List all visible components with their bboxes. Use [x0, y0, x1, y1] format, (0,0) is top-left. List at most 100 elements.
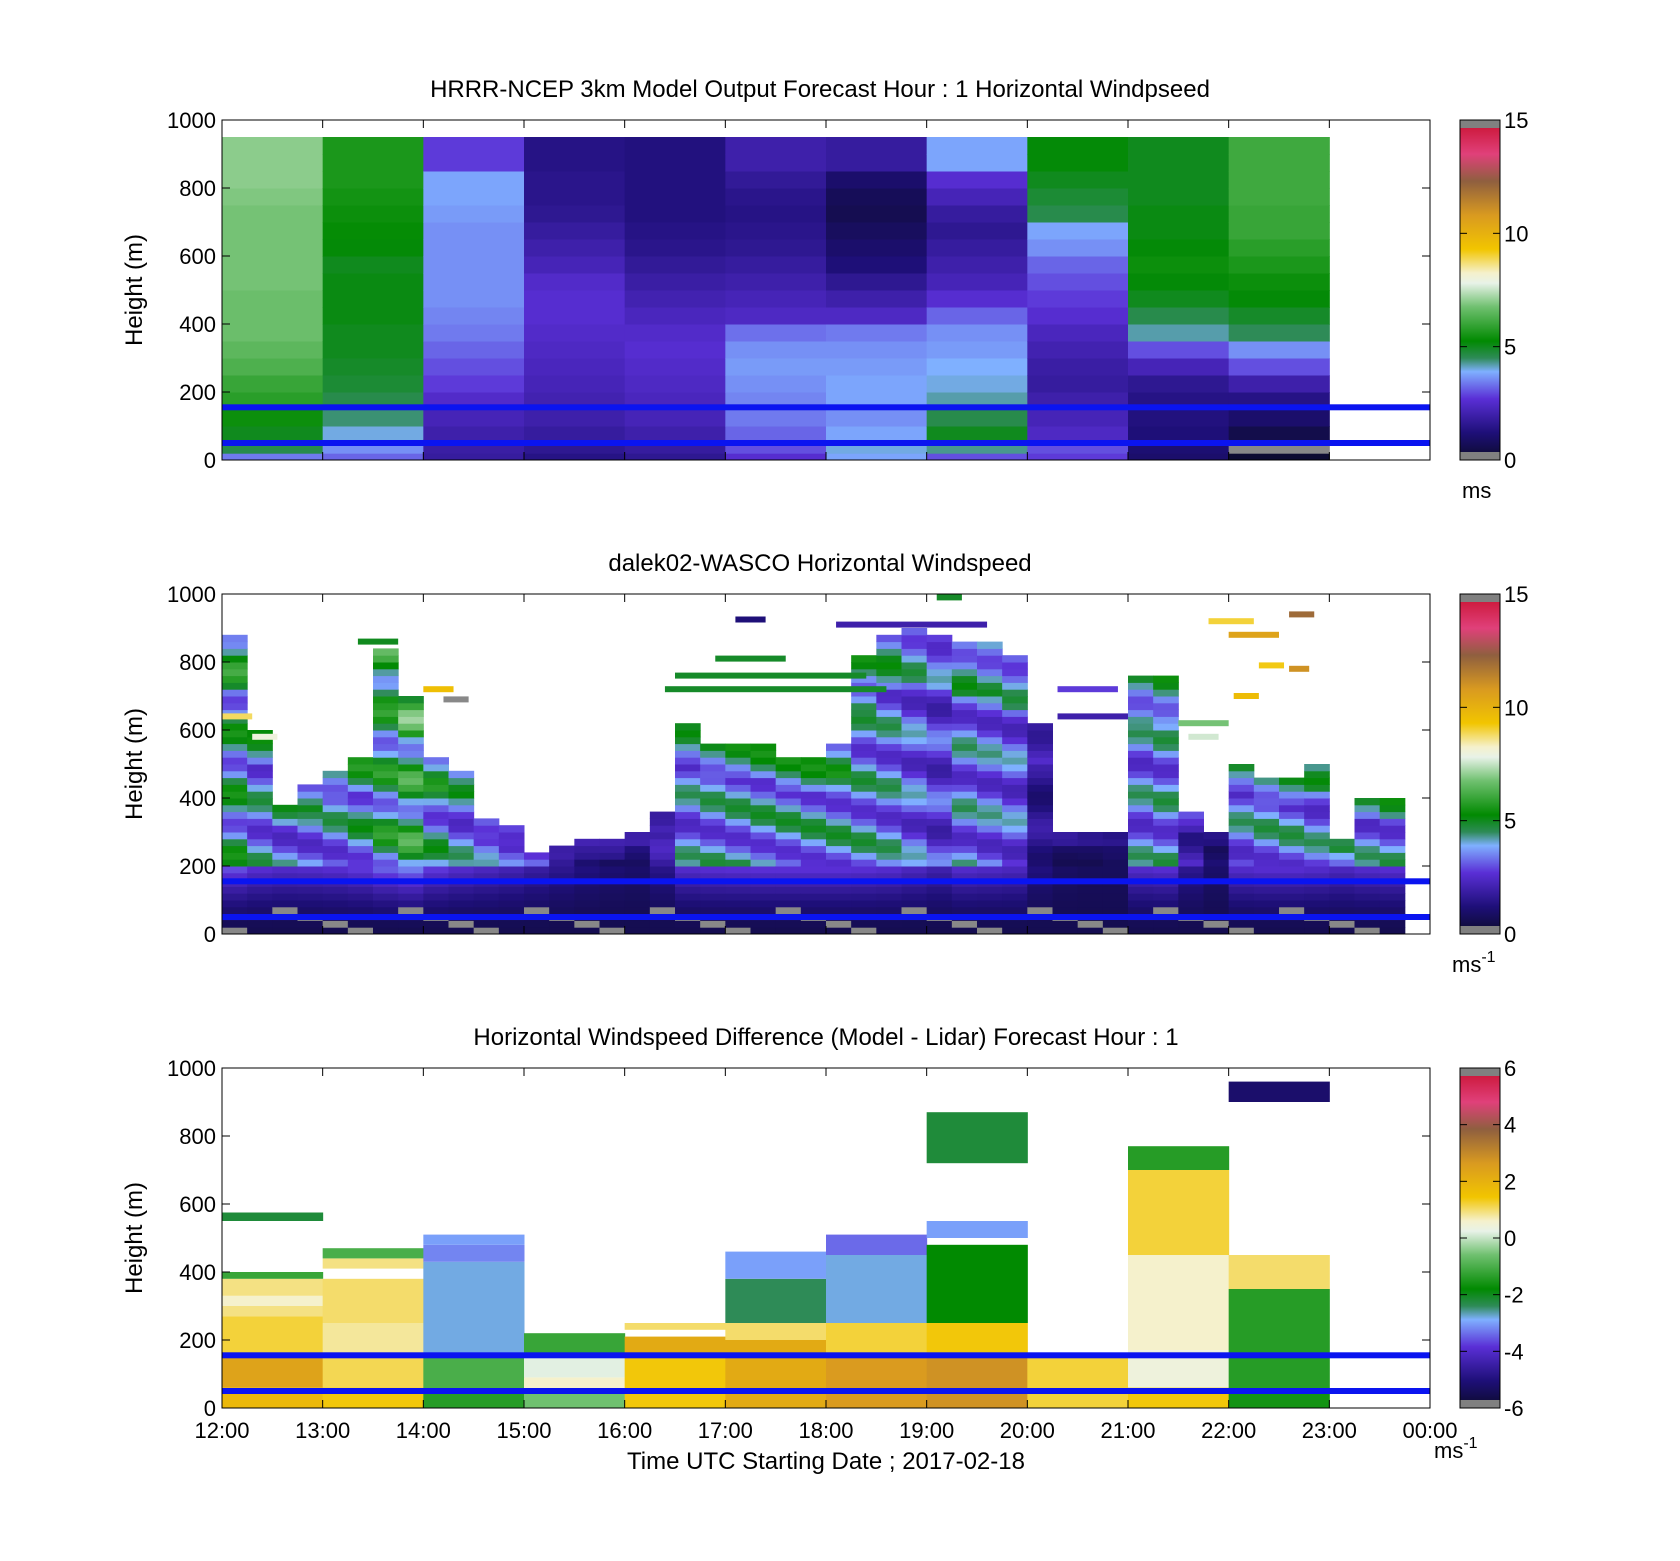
lidar-cell [901, 900, 928, 908]
lidar-cell [1128, 886, 1154, 894]
lidar-cell [951, 825, 978, 833]
lidar-cell [775, 852, 802, 860]
panel-model-colorbar: 0 5 10 15 ms [1459, 108, 1528, 503]
lidar-cell [725, 906, 751, 915]
lidar-cell [1153, 791, 1179, 799]
lidar-cell [1153, 859, 1179, 867]
panel-difference: Horizontal Windspeed Difference (Model -… [121, 1024, 1524, 1475]
lidar-cell [725, 872, 751, 881]
lidar-segment [836, 621, 988, 628]
colorbar-tick-label: -4 [1504, 1339, 1524, 1364]
lidar-segment [222, 713, 253, 720]
reference-line [222, 878, 1430, 885]
model-cell [624, 426, 726, 441]
panel-model-ylabel: Height (m) [121, 234, 148, 346]
lidar-cell [423, 818, 449, 826]
lidar-cell [901, 927, 928, 935]
lidar-cell [222, 716, 248, 724]
lidar-cell [549, 900, 575, 908]
model-cell [624, 137, 726, 155]
lidar-cell [524, 886, 550, 894]
model-cell [826, 307, 928, 325]
lidar-cell [1002, 750, 1028, 758]
model-cell [222, 205, 324, 223]
lidar-cell [1052, 900, 1079, 908]
lidar-cell [473, 906, 500, 915]
lidar-cell [599, 852, 626, 860]
panel-difference-title: Horizontal Windspeed Difference (Model -… [473, 1024, 1178, 1051]
model-cell [1228, 307, 1330, 325]
lidar-cell [1153, 770, 1179, 779]
lidar-cell [1102, 859, 1129, 867]
lidar-cell [750, 777, 777, 785]
lidar-cell [373, 825, 399, 833]
lidar-cell [876, 872, 902, 881]
lidar-cell [1153, 675, 1179, 683]
ytick-label: 200 [179, 1328, 216, 1353]
lidar-cell [1002, 662, 1028, 670]
lidar-cell [297, 866, 324, 874]
lidar-cell [876, 838, 902, 847]
lidar-cell [272, 838, 298, 847]
lidar-cell [700, 757, 726, 765]
panel-lidar-yticks: 0 200 400 600 800 1000 [167, 582, 1430, 947]
model-cell [926, 205, 1028, 223]
lidar-cell [398, 750, 424, 758]
lidar-cell [498, 866, 525, 874]
lidar-cell [1279, 818, 1305, 826]
lidar-cell [247, 852, 273, 860]
lidar-cell [1329, 920, 1355, 928]
lidar-cell [1253, 798, 1280, 806]
model-cell [725, 307, 827, 325]
model-cell [1027, 188, 1129, 206]
model-cell [423, 375, 525, 393]
model-cell [1027, 290, 1129, 308]
lidar-cell [851, 832, 877, 840]
lidar-cell [876, 818, 902, 826]
lidar-cell [1203, 845, 1230, 853]
lidar-cell [750, 784, 777, 792]
lidar-cell [1002, 668, 1028, 677]
xtick-label: 21:00 [1100, 1418, 1155, 1443]
lidar-cell [373, 757, 399, 765]
lidar-cell [951, 716, 978, 724]
lidar-segment [1178, 720, 1229, 727]
lidar-cell [951, 641, 978, 649]
lidar-cell [322, 852, 349, 860]
lidar-cell [373, 682, 399, 690]
model-cell [1027, 307, 1129, 325]
lidar-cell [977, 743, 1003, 751]
lidar-cell [700, 838, 726, 847]
lidar-cell [1027, 777, 1053, 785]
lidar-cell [423, 845, 449, 853]
difference-cell [322, 1248, 424, 1259]
lidar-cell [926, 859, 953, 867]
lidar-cell [247, 893, 273, 901]
lidar-cell [297, 927, 324, 935]
lidar-cell [498, 906, 525, 915]
model-cell [423, 426, 525, 441]
lidar-cell [977, 730, 1003, 738]
lidar-cell [1304, 852, 1330, 860]
lidar-cell [1203, 920, 1230, 928]
lidar-cell [1304, 866, 1330, 874]
lidar-cell [851, 866, 877, 874]
lidar-cell [1253, 886, 1280, 894]
lidar-cell [1304, 791, 1330, 799]
lidar-cell [373, 723, 399, 731]
ytick-label: 800 [179, 176, 216, 201]
lidar-cell [700, 866, 726, 874]
lidar-cell [775, 811, 802, 819]
lidar-cell [247, 872, 273, 881]
lidar-cell [1153, 736, 1179, 745]
lidar-cell [423, 906, 449, 915]
lidar-cell [247, 832, 273, 840]
lidar-cell [876, 696, 902, 704]
ytick-label: 600 [179, 244, 216, 269]
lidar-cell [398, 798, 424, 806]
lidar-cell [1027, 906, 1053, 915]
lidar-cell [750, 859, 777, 867]
lidar-cell [926, 764, 953, 772]
difference-cell [423, 1234, 525, 1245]
lidar-cell [297, 893, 324, 901]
